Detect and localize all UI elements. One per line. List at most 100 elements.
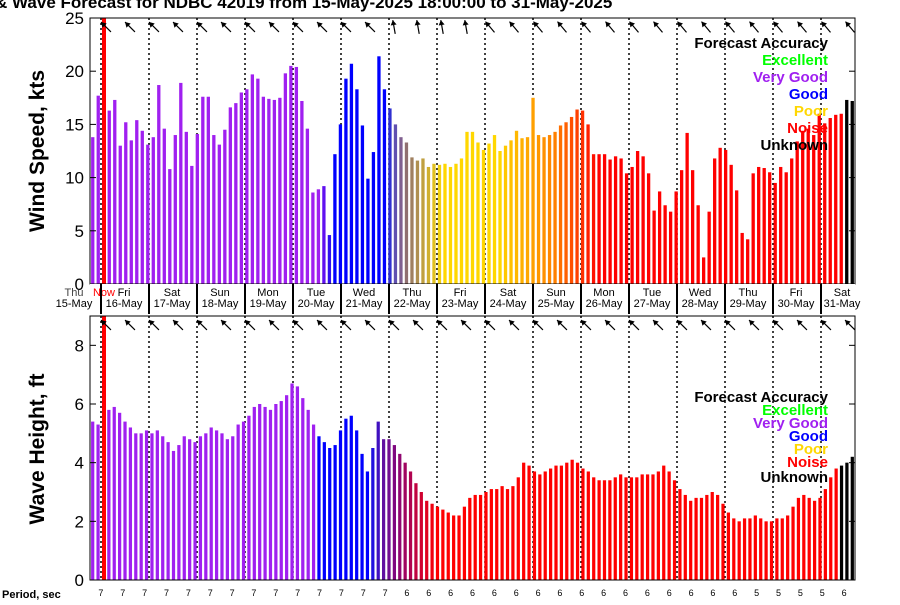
period-value: 6 [842,588,847,598]
data-bar [258,404,262,580]
date-label: 27-May [634,298,671,310]
data-bar [157,85,161,284]
data-bar [124,122,128,285]
data-bar [549,468,553,580]
data-bar [184,131,188,284]
direction-arrow-icon [532,319,544,331]
data-bar [338,430,343,580]
data-bar [387,439,391,580]
data-bar [241,421,246,580]
data-bar [759,518,763,580]
arrow-head [221,22,227,28]
data-bar [495,489,499,580]
data-bar [630,166,634,284]
data-bar [150,433,154,580]
data-bar [823,123,827,284]
wave-legend-unknown: Unknown [761,469,829,486]
data-bar [388,108,392,284]
data-bar [845,99,849,285]
data-bar [250,74,255,284]
data-bar [278,97,282,284]
direction-arrow-icon [148,319,160,331]
direction-arrow-icon [580,319,592,331]
data-bar [834,114,838,284]
data-bar [694,497,698,580]
period-value: 7 [164,588,169,598]
date-label: 26-May [586,298,623,310]
data-bar [646,173,651,284]
direction-arrow-icon [725,21,735,33]
data-bar [672,480,677,580]
data-bar [751,173,755,284]
period-label: Period, sec [2,589,61,600]
arrow-head [629,320,635,326]
data-bar [773,182,777,284]
arrow-head [845,320,851,326]
period-value: 6 [448,588,453,598]
arrow-head [390,20,397,26]
direction-arrow-icon [724,319,736,331]
day-label: Sat [834,287,851,299]
day-label: Fri [118,287,131,299]
date-label: 17-May [154,298,191,310]
data-bar [641,156,645,284]
data-bar [586,471,590,580]
arrow-head [749,320,755,326]
data-bar [470,131,475,284]
data-bar [381,439,386,580]
period-value: 6 [667,588,672,598]
day-label: Fri [790,287,803,299]
data-bar [129,140,133,284]
data-bar [619,474,623,580]
data-bar [635,477,639,580]
data-bar [662,465,666,580]
data-bar [581,468,585,580]
data-bar [812,135,816,284]
data-bar [414,483,418,580]
direction-arrow-icon [605,21,615,33]
data-bar [473,494,477,580]
data-bar [527,465,531,580]
arrow-head [389,320,395,326]
data-bar [410,157,414,284]
period-value: 6 [601,588,606,598]
data-bar [818,497,822,580]
data-bar [446,512,450,580]
y-tick-label: 15 [65,115,84,134]
arrow-head [293,22,299,28]
direction-arrow-icon [821,21,831,33]
day-label: Wed [689,287,711,299]
direction-arrow-icon [148,21,160,33]
data-bar [487,143,491,284]
data-bar [683,494,687,580]
y-tick-label: 2 [75,512,84,531]
direction-arrow-icon [100,319,112,331]
direction-arrow-icon [364,21,376,33]
y-tick-label: 8 [75,336,84,355]
data-bar [696,205,700,284]
arrow-head [557,21,564,28]
data-bar [118,412,122,580]
direction-arrow-icon [412,319,424,331]
direction-arrow-icon [484,319,496,331]
data-bar [624,173,629,284]
day-label: Mon [593,287,614,299]
date-label: 24-May [490,298,527,310]
data-bar [514,130,519,284]
data-bar [360,453,364,580]
direction-arrow-icon [844,319,856,331]
direction-arrow-icon [556,319,568,331]
day-label: Tue [643,287,662,299]
date-label: 23-May [442,298,479,310]
date-label: 30-May [778,298,815,310]
data-bar [547,135,552,284]
data-bar [322,442,326,580]
data-bar [569,116,574,284]
now-marker [102,316,106,580]
data-bar [377,56,381,284]
date-label: 31-May [824,298,861,310]
data-bar [619,158,623,284]
data-bar [740,232,744,284]
data-bar [457,515,461,580]
day-strip [90,284,855,312]
